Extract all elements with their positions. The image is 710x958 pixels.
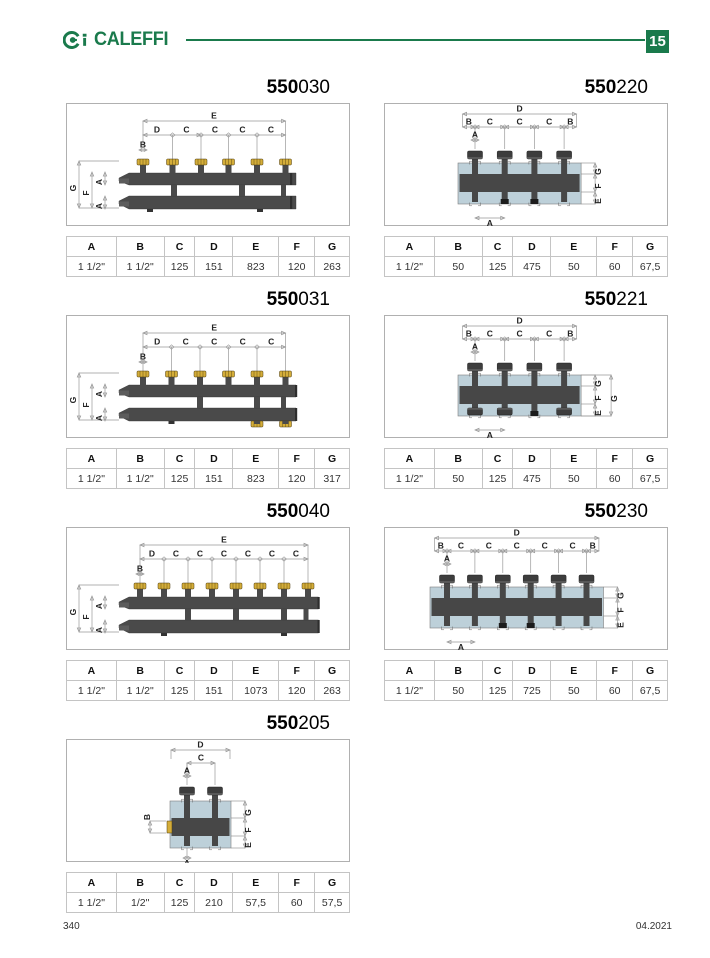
svg-text:A: A — [94, 627, 104, 633]
svg-text:C: C — [183, 125, 189, 135]
svg-text:B: B — [140, 352, 146, 362]
svg-text:D: D — [516, 104, 522, 114]
svg-text:C: C — [198, 753, 204, 763]
svg-text:A: A — [444, 554, 450, 564]
svg-text:E: E — [211, 323, 217, 333]
svg-text:G: G — [243, 809, 253, 816]
svg-text:G: G — [68, 396, 78, 403]
svg-text:C: C — [487, 329, 493, 339]
svg-text:F: F — [243, 827, 253, 832]
svg-text:C: C — [546, 117, 552, 127]
svg-text:E: E — [593, 410, 603, 416]
svg-text:C: C — [212, 125, 218, 135]
svg-text:C: C — [514, 541, 520, 551]
svg-text:B: B — [466, 329, 472, 339]
svg-text:B: B — [466, 117, 472, 127]
svg-text:B: B — [137, 564, 143, 574]
svg-text:G: G — [609, 395, 619, 402]
svg-text:A: A — [487, 218, 493, 227]
svg-text:G: G — [593, 380, 603, 387]
svg-text:A: A — [472, 130, 478, 140]
svg-text:A: A — [458, 642, 464, 651]
svg-text:F: F — [593, 395, 603, 400]
svg-text:A: A — [94, 415, 104, 421]
svg-text:G: G — [616, 592, 626, 599]
svg-text:E: E — [616, 622, 626, 628]
svg-text:A: A — [94, 179, 104, 185]
svg-text:C: C — [458, 541, 464, 551]
svg-text:B: B — [567, 329, 573, 339]
svg-text:C: C — [268, 337, 274, 347]
svg-text:F: F — [616, 607, 626, 612]
svg-text:C: C — [197, 549, 203, 559]
svg-text:D: D — [149, 549, 155, 559]
svg-text:D: D — [514, 528, 520, 538]
svg-text:E: E — [593, 198, 603, 204]
svg-text:C: C — [173, 549, 179, 559]
svg-text:C: C — [546, 329, 552, 339]
svg-text:C: C — [211, 337, 217, 347]
svg-text:D: D — [154, 337, 160, 347]
svg-text:B: B — [590, 541, 596, 551]
svg-text:A: A — [472, 342, 478, 352]
svg-text:C: C — [240, 337, 246, 347]
svg-text:B: B — [438, 541, 444, 551]
svg-text:C: C — [516, 117, 522, 127]
svg-text:F: F — [81, 402, 91, 407]
svg-text:A: A — [94, 203, 104, 209]
svg-text:A: A — [184, 858, 190, 863]
svg-text:E: E — [211, 111, 217, 121]
svg-text:C: C — [569, 541, 575, 551]
svg-text:C: C — [183, 337, 189, 347]
svg-text:A: A — [487, 430, 493, 439]
svg-text:A: A — [94, 391, 104, 397]
svg-text:C: C — [269, 549, 275, 559]
svg-text:C: C — [221, 549, 227, 559]
svg-text:A: A — [94, 603, 104, 609]
svg-text:A: A — [184, 766, 190, 776]
svg-text:F: F — [81, 614, 91, 619]
svg-text:C: C — [516, 329, 522, 339]
svg-text:G: G — [68, 608, 78, 615]
svg-text:D: D — [154, 125, 160, 135]
svg-text:E: E — [221, 535, 227, 545]
svg-text:F: F — [81, 190, 91, 195]
svg-text:D: D — [516, 316, 522, 326]
svg-text:B: B — [567, 117, 573, 127]
svg-text:C: C — [239, 125, 245, 135]
svg-text:D: D — [197, 740, 203, 750]
svg-text:G: G — [68, 184, 78, 191]
svg-text:C: C — [486, 541, 492, 551]
svg-text:F: F — [593, 183, 603, 188]
svg-text:G: G — [593, 168, 603, 175]
svg-text:B: B — [140, 140, 146, 150]
svg-text:C: C — [487, 117, 493, 127]
svg-text:C: C — [245, 549, 251, 559]
svg-text:C: C — [293, 549, 299, 559]
svg-text:C: C — [542, 541, 548, 551]
svg-text:E: E — [243, 842, 253, 848]
svg-text:B: B — [142, 814, 152, 820]
svg-text:C: C — [268, 125, 274, 135]
